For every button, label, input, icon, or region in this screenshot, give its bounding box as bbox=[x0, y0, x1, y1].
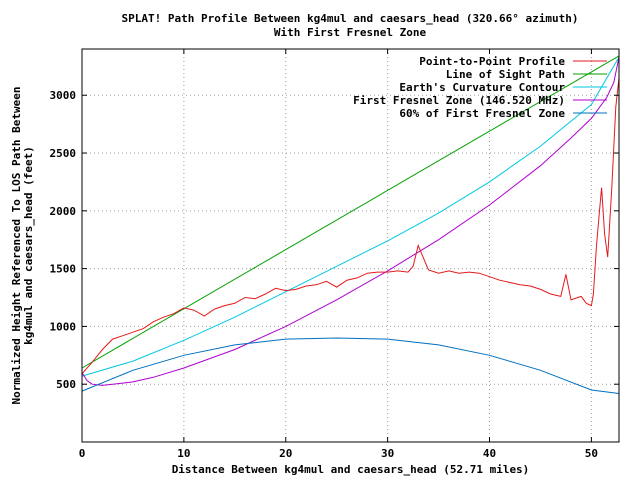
x-tick-label: 0 bbox=[79, 447, 86, 460]
chart-subtitle: With First Fresnel Zone bbox=[274, 26, 427, 39]
x-axis-label: Distance Between kg4mul and caesars_head… bbox=[172, 463, 530, 476]
y-tick-label: 2000 bbox=[50, 205, 77, 218]
y-tick-label: 1500 bbox=[50, 263, 77, 276]
x-tick-label: 50 bbox=[585, 447, 598, 460]
y-tick-label: 3000 bbox=[50, 89, 77, 102]
legend-label: Line of Sight Path bbox=[446, 68, 565, 81]
legend-label: Point-to-Point Profile bbox=[419, 55, 565, 68]
y-tick-label: 1000 bbox=[50, 320, 77, 333]
series-layer bbox=[81, 55, 620, 394]
series-line-1 bbox=[81, 55, 620, 369]
x-tick-label: 30 bbox=[381, 447, 394, 460]
legend-label: First Fresnel Zone (146.520 MHz) bbox=[353, 94, 565, 107]
y-axis-label-line2: kg4mul and caesars_head (feet) bbox=[22, 146, 35, 345]
ticks: 0 10 20 30 40 50 500 1000 1500 2000 2500 3000 bbox=[50, 49, 619, 460]
y-tick-label: 2500 bbox=[50, 147, 77, 160]
legend-label: Earth's Curvature Contour bbox=[399, 81, 565, 94]
series-line-2 bbox=[81, 56, 620, 377]
series-line-4 bbox=[81, 337, 620, 394]
legend-label: 60% of First Fresnel Zone bbox=[399, 107, 565, 120]
series-line-3 bbox=[81, 56, 620, 386]
series-line-0 bbox=[81, 77, 620, 375]
y-tick-label: 500 bbox=[56, 378, 76, 391]
x-tick-label: 40 bbox=[483, 447, 496, 460]
x-tick-label: 20 bbox=[279, 447, 292, 460]
chart-title: SPLAT! Path Profile Between kg4mul and c… bbox=[122, 12, 579, 25]
plot-frame bbox=[81, 48, 620, 443]
y-axis-label: Normalized Height Referenced To LOS Path… bbox=[10, 87, 23, 405]
x-tick-label: 10 bbox=[177, 447, 190, 460]
grid bbox=[81, 49, 619, 442]
